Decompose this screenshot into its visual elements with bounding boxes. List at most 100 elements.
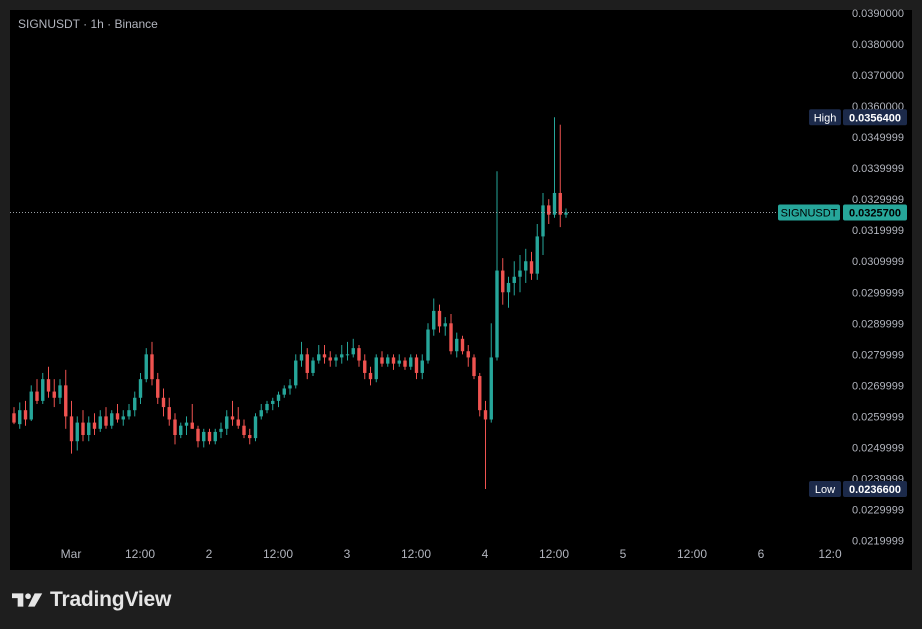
plot-area[interactable] <box>10 10 776 540</box>
candle[interactable] <box>202 428 206 448</box>
candle[interactable] <box>558 124 562 228</box>
candle[interactable] <box>271 397 275 411</box>
candle[interactable] <box>345 341 350 361</box>
candle[interactable] <box>87 416 91 442</box>
candle[interactable] <box>248 428 252 445</box>
candle[interactable] <box>368 366 373 386</box>
candle[interactable] <box>506 276 511 308</box>
candle[interactable] <box>535 224 539 280</box>
candle[interactable] <box>104 407 108 429</box>
candle[interactable] <box>483 400 488 490</box>
candle[interactable] <box>351 338 355 358</box>
candle[interactable] <box>455 332 459 358</box>
candle[interactable] <box>190 403 194 429</box>
price-axis[interactable] <box>776 10 912 540</box>
candle[interactable] <box>409 354 413 370</box>
candle[interactable] <box>18 402 22 429</box>
candle[interactable] <box>64 369 68 429</box>
candle[interactable] <box>98 410 102 432</box>
candle[interactable] <box>501 258 505 305</box>
candlestick-chart[interactable]: 0.03900000.03800000.03700000.03600000.03… <box>0 0 922 580</box>
candle[interactable] <box>518 255 522 293</box>
candle[interactable] <box>138 372 143 404</box>
candle[interactable] <box>52 379 56 408</box>
candle[interactable] <box>380 351 384 367</box>
candle[interactable] <box>403 357 407 370</box>
candle[interactable] <box>173 413 177 445</box>
candle[interactable] <box>328 351 332 367</box>
candle[interactable] <box>414 354 419 380</box>
candle[interactable] <box>276 391 281 408</box>
candle[interactable] <box>179 422 183 439</box>
candle[interactable] <box>437 304 442 333</box>
candle[interactable] <box>219 422 223 439</box>
candle[interactable] <box>156 372 160 404</box>
candle[interactable] <box>564 208 568 218</box>
candle[interactable] <box>230 400 235 426</box>
candle[interactable] <box>196 425 200 448</box>
candle[interactable] <box>46 366 51 398</box>
candle[interactable] <box>81 410 85 442</box>
candle[interactable] <box>288 379 292 395</box>
candle[interactable] <box>213 428 217 445</box>
candle[interactable] <box>110 410 114 429</box>
candle[interactable] <box>29 385 33 422</box>
time-axis[interactable] <box>10 540 912 570</box>
candle[interactable] <box>121 410 125 426</box>
candle[interactable] <box>35 379 39 404</box>
candle[interactable] <box>357 345 361 367</box>
candle[interactable] <box>242 419 246 439</box>
candle[interactable] <box>150 341 154 386</box>
candle[interactable] <box>133 391 137 417</box>
candle[interactable] <box>460 335 465 355</box>
candle[interactable] <box>265 400 269 414</box>
candle[interactable] <box>317 345 321 364</box>
candle[interactable] <box>386 354 390 367</box>
candle[interactable] <box>144 348 148 383</box>
candle[interactable] <box>547 199 551 225</box>
candle[interactable] <box>161 388 166 417</box>
candle[interactable] <box>23 400 28 426</box>
candle[interactable] <box>432 298 436 336</box>
candle[interactable] <box>489 323 493 423</box>
candle[interactable] <box>472 354 476 380</box>
candle[interactable] <box>299 341 304 367</box>
candle[interactable] <box>236 407 240 429</box>
candle[interactable] <box>363 354 367 380</box>
candle[interactable] <box>340 345 344 364</box>
candle[interactable] <box>127 403 131 420</box>
candle[interactable] <box>41 372 45 404</box>
candle[interactable] <box>115 403 120 423</box>
candle[interactable] <box>259 403 263 420</box>
candle[interactable] <box>58 379 62 404</box>
candle[interactable] <box>443 317 447 336</box>
candle[interactable] <box>512 261 516 296</box>
candle[interactable] <box>466 345 470 367</box>
candle[interactable] <box>420 354 424 380</box>
candle[interactable] <box>311 357 315 377</box>
candle[interactable] <box>12 407 16 425</box>
candle[interactable] <box>167 397 171 426</box>
candle[interactable] <box>92 413 97 436</box>
candle[interactable] <box>305 348 309 380</box>
candle[interactable] <box>253 413 258 442</box>
candle[interactable] <box>391 354 396 370</box>
candle[interactable] <box>552 117 557 218</box>
candle[interactable] <box>294 354 298 389</box>
tradingview-footer[interactable]: TradingView <box>12 588 171 612</box>
candle[interactable] <box>449 313 453 355</box>
candle[interactable] <box>426 323 430 364</box>
candle[interactable] <box>322 345 327 364</box>
candle[interactable] <box>495 171 499 361</box>
candle[interactable] <box>334 354 338 367</box>
candle[interactable] <box>478 372 482 417</box>
candle[interactable] <box>529 251 534 280</box>
candle[interactable] <box>282 385 286 398</box>
candle[interactable] <box>75 416 79 451</box>
candle[interactable] <box>225 410 229 436</box>
candle[interactable] <box>207 428 212 445</box>
candle[interactable] <box>524 248 528 283</box>
candle[interactable] <box>184 416 189 436</box>
candle[interactable] <box>541 192 545 256</box>
candle[interactable] <box>69 400 74 454</box>
